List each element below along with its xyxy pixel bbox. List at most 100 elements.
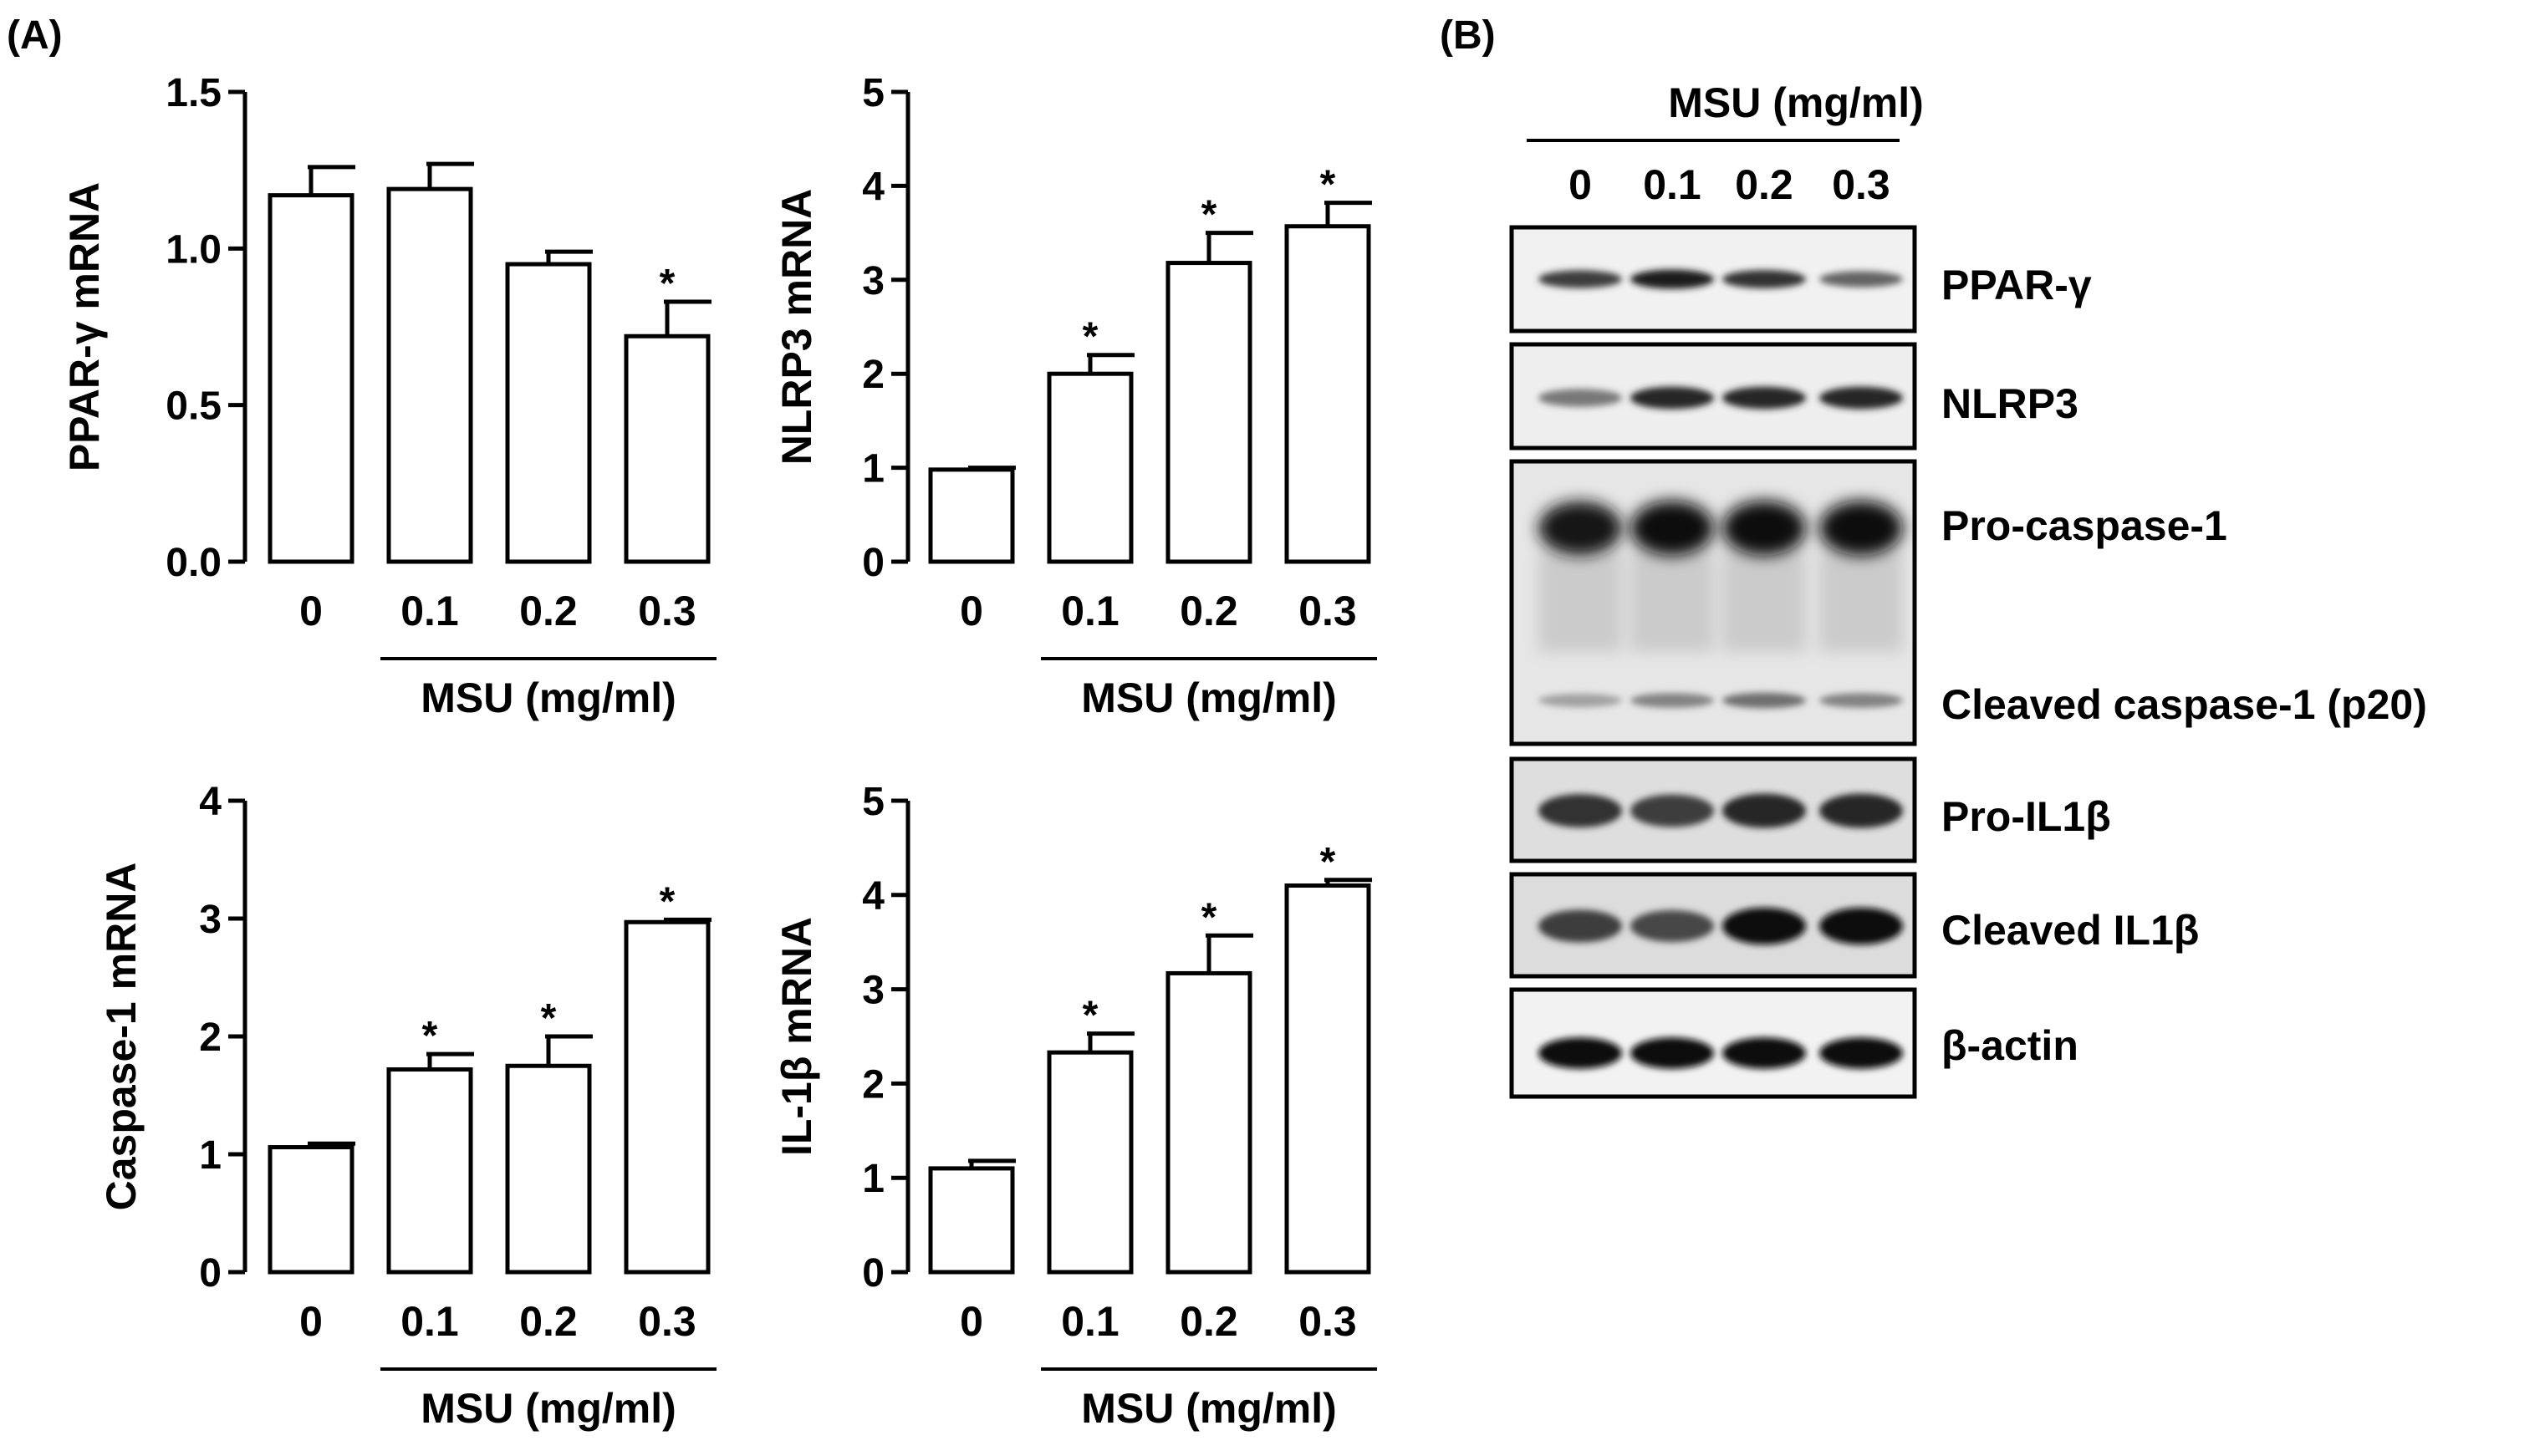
- x-tick-label: 0.3: [1298, 588, 1357, 634]
- significance-marker: *: [541, 996, 557, 1041]
- blot-band: [1630, 269, 1714, 289]
- bar: [505, 262, 592, 564]
- y-tick-label: 1: [862, 447, 885, 491]
- chart-2: 0 1 2 3 4 5 NLRP3 mRNA 0 * 0.1 * 0.2 * 0.3 MSU (mg/ml): [773, 71, 1377, 721]
- blot-band: [1538, 501, 1622, 556]
- band-label: Cleaved IL1β: [1941, 907, 2199, 954]
- y-tick-label: 0: [862, 541, 885, 585]
- blot-band: [1819, 501, 1903, 556]
- y-tick-label: 0.0: [166, 541, 222, 585]
- bar: [386, 1067, 473, 1275]
- x-tick-label: 0.2: [1180, 1298, 1238, 1345]
- bar: [386, 186, 473, 564]
- bar: [1047, 1050, 1134, 1275]
- significance-marker: *: [422, 1014, 438, 1058]
- blot-band: [1538, 909, 1622, 943]
- blot-band: [1722, 501, 1806, 556]
- y-tick-label: 3: [862, 259, 885, 303]
- blot-band: [1538, 794, 1622, 827]
- band-label: Pro-IL1β: [1941, 793, 2111, 840]
- blot-band: [1630, 1037, 1714, 1069]
- blot-band: [1819, 793, 1903, 828]
- blot-band: [1819, 1037, 1903, 1069]
- bar: [505, 1063, 592, 1275]
- bar: [1165, 970, 1252, 1275]
- band-smear: [1819, 552, 1903, 652]
- significance-marker: *: [1083, 315, 1099, 359]
- band-label: Cleaved caspase-1 (p20): [1941, 681, 2427, 728]
- y-axis-label: PPAR-γ mRNA: [61, 182, 108, 471]
- x-axis-label: MSU (mg/ml): [1081, 675, 1337, 721]
- lane-label: 0: [1568, 161, 1592, 208]
- bar: [268, 1145, 354, 1275]
- blot-band: [1722, 1037, 1806, 1069]
- y-tick-label: 2: [862, 353, 885, 397]
- x-tick-label: 0.3: [1298, 1298, 1357, 1345]
- chart-3: 0 1 2 3 4 Caspase-1 mRNA 0 * 0.1 * 0.2 * 0.3 MSU (mg/…: [98, 780, 717, 1432]
- x-axis-label: MSU (mg/ml): [421, 1385, 676, 1432]
- band-label: β-actin: [1941, 1022, 2078, 1069]
- bar: [1165, 261, 1252, 564]
- blot-band: [1722, 692, 1806, 709]
- x-tick-label: 0: [299, 1298, 323, 1345]
- x-tick-label: 0.3: [638, 1298, 696, 1345]
- y-tick-label: 0: [199, 1251, 222, 1296]
- x-tick-label: 0.1: [400, 588, 459, 634]
- blot-band: [1819, 386, 1903, 410]
- blot-band: [1722, 793, 1806, 828]
- y-tick-label: 2: [199, 1016, 222, 1060]
- significance-marker: *: [1320, 163, 1336, 207]
- blot-box: [1509, 872, 1917, 979]
- blot-band: [1722, 908, 1806, 944]
- blot-box: [1509, 987, 1917, 1099]
- y-tick-label: 3: [862, 969, 885, 1013]
- panel-b-label: (B): [1440, 13, 1496, 58]
- bar: [624, 919, 711, 1275]
- x-tick-label: 0.2: [519, 1298, 578, 1345]
- lane-label: 0.3: [1832, 161, 1890, 208]
- blot-band: [1538, 270, 1622, 288]
- significance-marker: *: [1201, 193, 1217, 237]
- significance-marker: *: [660, 262, 676, 306]
- bar: [624, 333, 711, 564]
- blot-band: [1630, 386, 1714, 410]
- bar: [1284, 883, 1371, 1275]
- chart-4: 0 1 2 3 4 5 IL-1β mRNA 0 * 0.1 * 0.2 * 0.3 MSU (mg/ml): [773, 780, 1377, 1432]
- band-smear: [1722, 552, 1806, 652]
- y-tick-label: 1.0: [166, 227, 222, 272]
- y-tick-label: 1.5: [166, 71, 222, 115]
- band-smear: [1630, 552, 1714, 652]
- blot-band: [1819, 271, 1903, 288]
- bar: [1047, 371, 1134, 564]
- significance-marker: *: [660, 879, 676, 924]
- y-tick-label: 4: [199, 780, 222, 824]
- x-tick-label: 0: [299, 588, 323, 634]
- blot-header: MSU (mg/ml): [1668, 79, 1924, 126]
- bar: [928, 1166, 1015, 1275]
- y-tick-label: 4: [862, 165, 885, 209]
- band-smear: [1538, 552, 1622, 652]
- x-tick-label: 0.3: [638, 588, 696, 634]
- y-tick-label: 3: [199, 898, 222, 942]
- x-tick-label: 0.1: [1061, 1298, 1120, 1345]
- x-axis-label: MSU (mg/ml): [421, 675, 676, 721]
- y-tick-label: 1: [199, 1133, 222, 1178]
- y-axis-label: Caspase-1 mRNA: [98, 863, 145, 1211]
- y-axis-label: NLRP3 mRNA: [773, 189, 820, 466]
- significance-marker: *: [1201, 895, 1217, 939]
- blot-band: [1722, 270, 1806, 288]
- x-tick-label: 0: [960, 1298, 983, 1345]
- bar: [928, 467, 1015, 564]
- x-tick-label: 0.2: [519, 588, 578, 634]
- blot-band: [1538, 694, 1622, 707]
- x-tick-label: 0.2: [1180, 588, 1238, 634]
- y-tick-label: 5: [862, 780, 885, 824]
- significance-marker: *: [1083, 994, 1099, 1038]
- significance-marker: *: [1320, 840, 1336, 884]
- blot-band: [1630, 910, 1714, 942]
- y-tick-label: 5: [862, 71, 885, 115]
- x-tick-label: 0: [960, 588, 983, 634]
- western-blot: MSU (mg/ml) 0 0.1 0.2 0.3 PPAR-γ NLRP3 Pro-casp…: [1509, 79, 2427, 1099]
- blot-band: [1538, 389, 1622, 407]
- y-axis-label: IL-1β mRNA: [773, 917, 820, 1156]
